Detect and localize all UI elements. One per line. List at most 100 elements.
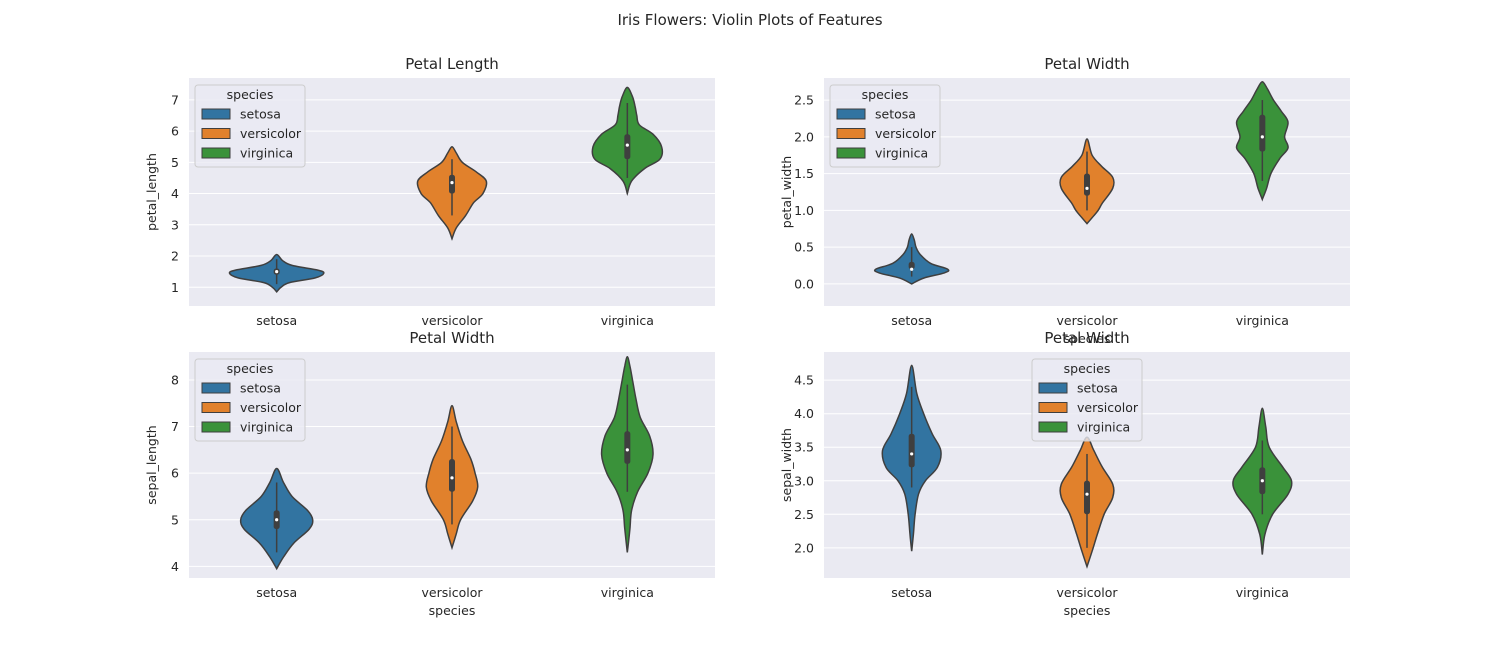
legend-title: species	[227, 87, 274, 102]
subplot-3: 4 5 6 7 8 setosa versicolor virginica Petal Widt…	[144, 329, 715, 618]
y-tick-label: 3.0	[794, 473, 814, 488]
legend-swatch-virginica	[201, 421, 231, 433]
subplot-4: 2.0 2.5 3.0 3.5 4.0 4.5 setosa versicolor virgin…	[779, 329, 1350, 618]
legend-frame	[829, 84, 941, 168]
legend-swatch-versicolor	[201, 402, 231, 413]
y-tick-label: 2.0	[794, 129, 814, 144]
y-tick-label: 0.5	[794, 240, 814, 255]
x-tick-label-setosa: setosa	[891, 313, 932, 328]
median-versicolor	[1085, 492, 1089, 496]
y-tick-label: 0.0	[794, 276, 814, 291]
legend-swatch-virginica	[836, 147, 866, 159]
median-setosa	[910, 267, 914, 271]
y-tick-label: 2	[171, 249, 179, 264]
legend-frame	[194, 84, 306, 168]
legend-swatch-setosa	[201, 382, 231, 394]
y-tick-label: 6	[171, 466, 179, 481]
y-tick-label: 5	[171, 512, 179, 527]
x-axis-label: species	[1064, 603, 1111, 618]
median-setosa	[910, 452, 914, 456]
y-tick-label: 4	[171, 186, 179, 201]
legend-title: species	[227, 361, 274, 376]
legend-label-versicolor: versicolor	[875, 126, 937, 141]
iqr-box-virginica	[1259, 114, 1266, 152]
y-tick-label: 1.5	[794, 166, 814, 181]
y-tick-label: 7	[171, 419, 179, 434]
x-tick-label-versicolor: versicolor	[1057, 585, 1119, 600]
subplot-title: Petal Width	[409, 329, 494, 347]
y-tick-label: 8	[171, 372, 179, 387]
legend: species setosa versicolor virginica	[1031, 358, 1143, 442]
median-setosa	[275, 270, 279, 274]
y-axis-label: petal_width	[779, 156, 794, 228]
x-tick-label-versicolor: versicolor	[422, 313, 484, 328]
y-tick-label: 5	[171, 155, 179, 170]
legend: species setosa versicolor virginica	[829, 84, 941, 168]
y-tick-label: 7	[171, 92, 179, 107]
x-axis-label: species	[1064, 331, 1111, 346]
iqr-box-versicolor	[449, 459, 455, 492]
x-tick-label-versicolor: versicolor	[422, 585, 484, 600]
legend: species setosa versicolor virginica	[194, 358, 306, 442]
y-axis-label: sepal_length	[144, 425, 159, 504]
legend-swatch-setosa	[836, 108, 866, 120]
legend-frame	[1031, 358, 1143, 442]
median-virginica	[1260, 479, 1264, 483]
iqr-box-versicolor	[1084, 173, 1090, 196]
legend-swatch-versicolor	[201, 128, 231, 139]
y-tick-label: 2.5	[794, 507, 814, 522]
legend: species setosa versicolor virginica	[194, 84, 306, 168]
y-axis-label: petal_length	[144, 153, 159, 231]
y-tick-label: 6	[171, 124, 179, 139]
legend-title: species	[1064, 361, 1111, 376]
x-tick-label-setosa: setosa	[256, 585, 297, 600]
y-tick-label: 2.0	[794, 540, 814, 555]
y-tick-label: 1	[171, 280, 179, 295]
median-virginica	[625, 143, 629, 147]
legend-swatch-setosa	[1038, 382, 1068, 394]
y-tick-label: 4	[171, 559, 179, 574]
y-tick-label: 3.5	[794, 440, 814, 455]
x-tick-label-virginica: virginica	[1236, 585, 1289, 600]
x-tick-label-virginica: virginica	[601, 585, 654, 600]
x-axis-label: species	[429, 603, 476, 618]
legend-label-versicolor: versicolor	[240, 400, 302, 415]
y-tick-label: 4.5	[794, 373, 814, 388]
x-tick-label-virginica: virginica	[1236, 313, 1289, 328]
iqr-box-virginica	[624, 431, 631, 464]
subplot-1: 1 2 3 4 5 6 7 setosa versicolor virginica Petal Le…	[144, 55, 715, 328]
median-versicolor	[450, 476, 454, 480]
iqr-box-setosa	[908, 433, 915, 468]
legend-frame	[194, 358, 306, 442]
y-axis-label: sepal_width	[779, 428, 794, 502]
legend-swatch-versicolor	[836, 128, 866, 139]
median-setosa	[275, 518, 279, 522]
legend-swatch-versicolor	[1038, 402, 1068, 413]
legend-label-versicolor: versicolor	[240, 126, 302, 141]
x-tick-label-setosa: setosa	[891, 585, 932, 600]
subplot-title: Petal Length	[405, 55, 499, 73]
median-versicolor	[450, 181, 454, 185]
legend-title: species	[862, 87, 909, 102]
legend-label-setosa: setosa	[240, 381, 281, 396]
median-virginica	[625, 448, 629, 452]
x-tick-label-virginica: virginica	[601, 313, 654, 328]
legend-label-virginica: virginica	[875, 146, 928, 161]
legend-swatch-virginica	[1038, 421, 1068, 433]
figure-title: Iris Flowers: Violin Plots of Features	[617, 11, 882, 29]
legend-label-virginica: virginica	[240, 420, 293, 435]
x-tick-label-versicolor: versicolor	[1057, 313, 1119, 328]
subplot-title: Petal Width	[1044, 329, 1129, 347]
y-tick-label: 3	[171, 217, 179, 232]
legend-label-setosa: setosa	[1077, 381, 1118, 396]
legend-label-setosa: setosa	[875, 107, 916, 122]
y-tick-label: 4.0	[794, 406, 814, 421]
y-tick-label: 1.0	[794, 203, 814, 218]
legend-swatch-setosa	[201, 108, 231, 120]
legend-label-virginica: virginica	[240, 146, 293, 161]
subplot-title: Petal Width	[1044, 55, 1129, 73]
subplot-2: 0.0 0.5 1.0 1.5 2.0 2.5 setosa versicolor virgin…	[779, 55, 1350, 346]
median-versicolor	[1085, 186, 1089, 190]
iqr-box-versicolor	[1084, 480, 1090, 515]
